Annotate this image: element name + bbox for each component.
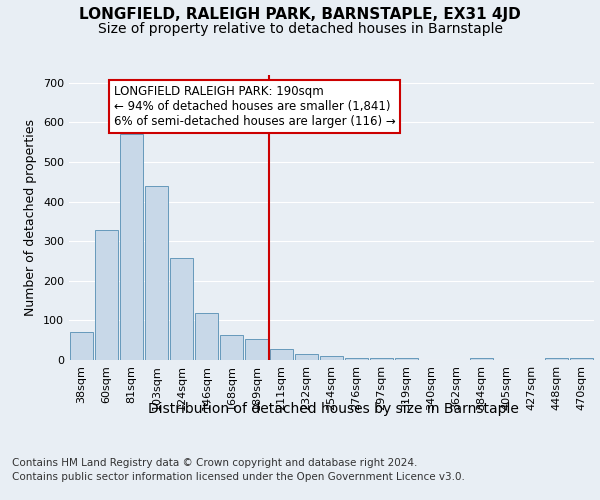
- Bar: [70, 332, 94, 360]
- Bar: [470, 358, 493, 360]
- Text: Size of property relative to detached houses in Barnstaple: Size of property relative to detached ho…: [97, 22, 503, 36]
- Bar: [269, 348, 293, 360]
- Bar: [320, 356, 343, 360]
- Text: LONGFIELD RALEIGH PARK: 190sqm
← 94% of detached houses are smaller (1,841)
6% o: LONGFIELD RALEIGH PARK: 190sqm ← 94% of …: [114, 85, 396, 128]
- Text: Contains public sector information licensed under the Open Government Licence v3: Contains public sector information licen…: [12, 472, 465, 482]
- Bar: [245, 340, 268, 360]
- Bar: [95, 230, 118, 360]
- Text: Contains HM Land Registry data © Crown copyright and database right 2024.: Contains HM Land Registry data © Crown c…: [12, 458, 418, 468]
- Bar: [119, 134, 143, 360]
- Y-axis label: Number of detached properties: Number of detached properties: [25, 119, 37, 316]
- Bar: [569, 358, 593, 360]
- Bar: [295, 354, 319, 360]
- Bar: [194, 312, 218, 360]
- Bar: [370, 358, 394, 360]
- Bar: [344, 358, 368, 360]
- Text: Distribution of detached houses by size in Barnstaple: Distribution of detached houses by size …: [148, 402, 518, 416]
- Bar: [395, 358, 418, 360]
- Text: LONGFIELD, RALEIGH PARK, BARNSTAPLE, EX31 4JD: LONGFIELD, RALEIGH PARK, BARNSTAPLE, EX3…: [79, 8, 521, 22]
- Bar: [220, 335, 244, 360]
- Bar: [545, 358, 568, 360]
- Bar: [170, 258, 193, 360]
- Bar: [145, 186, 169, 360]
